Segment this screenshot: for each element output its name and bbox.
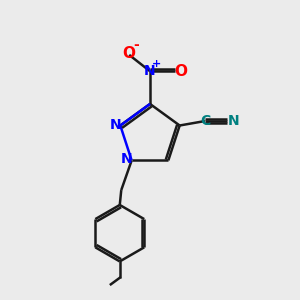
Text: N: N xyxy=(110,118,122,133)
Text: N: N xyxy=(144,64,156,78)
Text: O: O xyxy=(123,46,136,61)
Text: -: - xyxy=(134,38,140,52)
Text: C: C xyxy=(200,114,210,128)
Text: O: O xyxy=(174,64,187,79)
Text: +: + xyxy=(152,59,161,69)
Text: N: N xyxy=(121,152,132,166)
Text: N: N xyxy=(227,114,239,128)
